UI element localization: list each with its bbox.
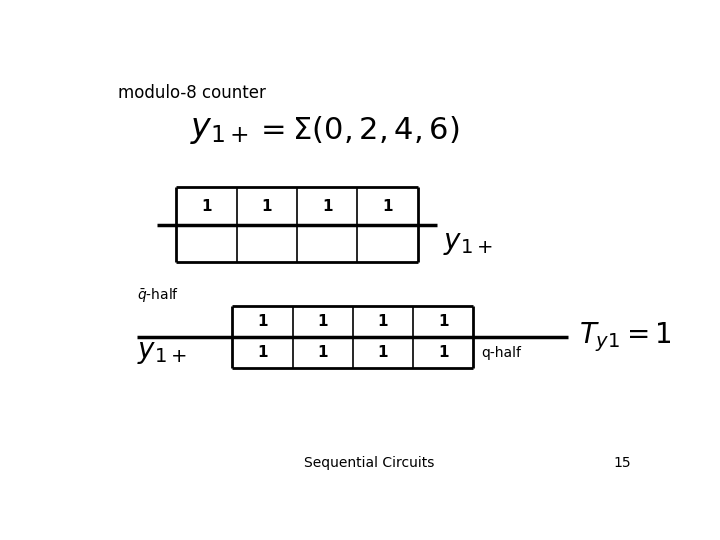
Text: 1: 1 xyxy=(257,314,268,329)
Text: 1: 1 xyxy=(438,314,449,329)
Text: $\bar{q}$-half: $\bar{q}$-half xyxy=(138,286,179,304)
Text: 1: 1 xyxy=(318,314,328,329)
Text: 1: 1 xyxy=(382,199,392,214)
Text: $y_{1+}$: $y_{1+}$ xyxy=(138,339,187,366)
Text: 1: 1 xyxy=(438,345,449,360)
Text: Sequential Circuits: Sequential Circuits xyxy=(304,456,434,470)
Text: $y_{1+}$: $y_{1+}$ xyxy=(190,113,250,146)
Text: 1: 1 xyxy=(318,345,328,360)
Text: 1: 1 xyxy=(322,199,333,214)
Text: $= \Sigma(0,2,4,6)$: $= \Sigma(0,2,4,6)$ xyxy=(255,114,459,145)
Text: 1: 1 xyxy=(202,199,212,214)
Text: q-half: q-half xyxy=(482,346,522,360)
Text: 1: 1 xyxy=(378,345,388,360)
Text: $y_{1+}$: $y_{1+}$ xyxy=(443,230,492,257)
Text: 1: 1 xyxy=(378,314,388,329)
Text: 1: 1 xyxy=(257,345,268,360)
Text: $T_{y1} = 1$: $T_{y1} = 1$ xyxy=(580,320,672,354)
Text: 15: 15 xyxy=(613,456,631,470)
Text: 1: 1 xyxy=(261,199,272,214)
Text: modulo-8 counter: modulo-8 counter xyxy=(118,84,266,102)
